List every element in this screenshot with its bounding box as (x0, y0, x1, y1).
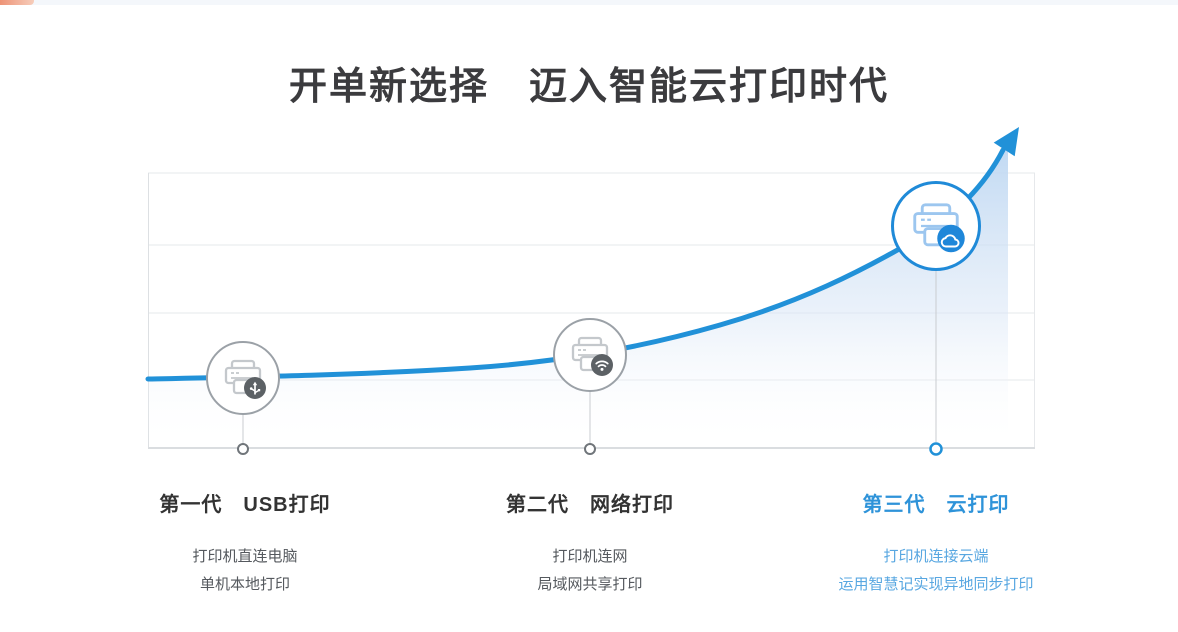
curve-area-fill (148, 146, 1008, 448)
stage-marker-gen2 (553, 318, 627, 392)
axis-dot-gen2 (584, 443, 596, 455)
stage-gen1-title: 第一代 USB打印 (159, 494, 331, 516)
stage-gen2-desc-1: 打印机连网 (552, 548, 628, 565)
stage-gen1-desc-2: 单机本地打印 (199, 576, 290, 593)
stage-connectors (242, 271, 937, 443)
printer-usb-icon (224, 359, 266, 399)
axis-dot-gen1 (237, 443, 249, 455)
printer-wifi-icon (571, 336, 613, 376)
stage-gen1: 第一代 USB打印 打印机直连电脑 单机本地打印 (35, 488, 455, 599)
stage-gen1-desc-1: 打印机直连电脑 (192, 548, 298, 565)
stage-marker-gen3 (891, 181, 981, 271)
printer-cloud-icon (913, 203, 965, 253)
usb-badge-icon (244, 377, 266, 399)
axis-dot-gen3 (929, 442, 943, 456)
stage-gen3: 第三代 云打印 打印机连接云端 运用智慧记实现异地同步打印 (726, 488, 1146, 599)
stage-gen3-desc-1: 打印机连接云端 (883, 548, 989, 565)
stage-gen2: 第二代 网络打印 打印机连网 局域网共享打印 (380, 488, 800, 599)
trend-arrow-icon (993, 127, 1019, 157)
stage-gen2-title: 第二代 网络打印 (506, 494, 674, 516)
stage-gen2-desc-2: 局域网共享打印 (537, 576, 643, 593)
page-title: 开单新选择 迈入智能云打印时代 (288, 66, 889, 108)
stage-marker-gen1 (206, 341, 280, 415)
cloud-badge-icon (937, 224, 965, 253)
stage-gen3-title: 第三代 云打印 (862, 494, 1010, 516)
stage-gen3-desc-2: 运用智慧记实现异地同步打印 (838, 576, 1034, 593)
wifi-badge-icon (591, 354, 613, 376)
top-edge-strip (0, 0, 1178, 5)
corner-accent-mark (0, 0, 34, 5)
